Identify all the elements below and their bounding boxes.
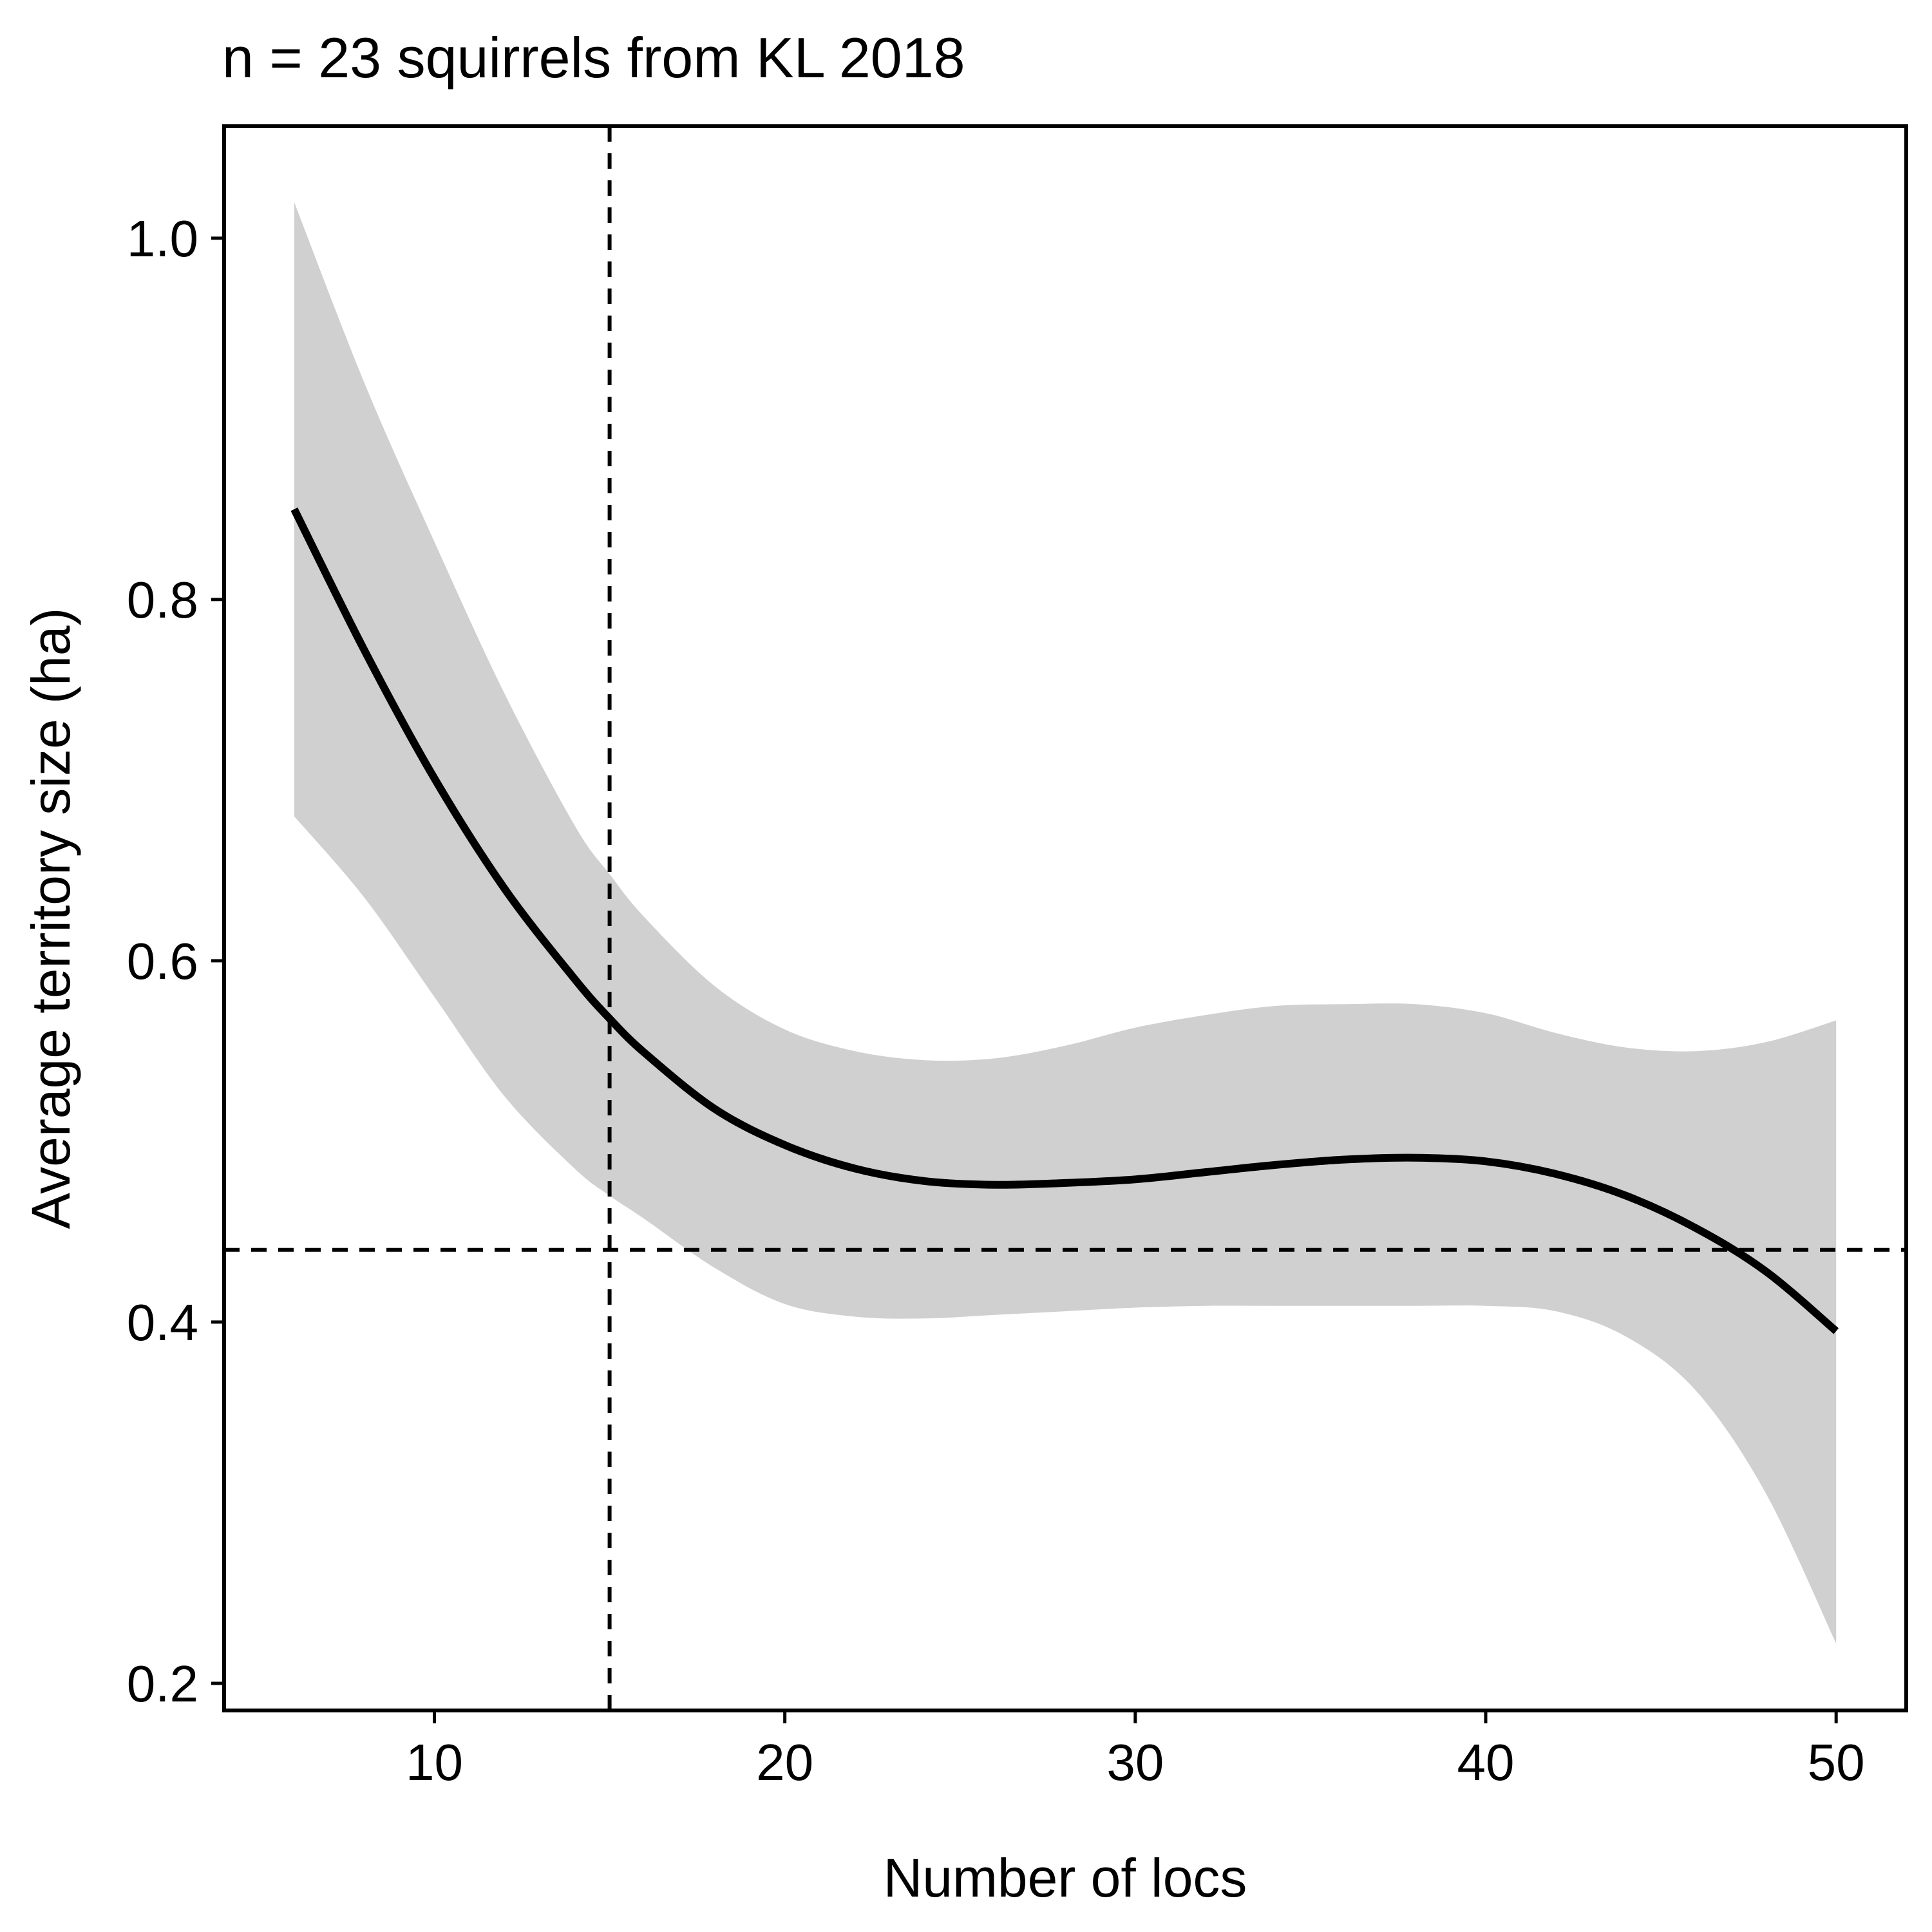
x-tick-label: 30 [1106,1734,1164,1791]
x-tick-label: 10 [406,1734,463,1791]
plot-area [224,126,1906,1710]
x-tick-label: 40 [1457,1734,1515,1791]
chart-title: n = 23 squirrels from KL 2018 [222,26,965,90]
y-tick-label: 0.2 [127,1655,198,1712]
x-axis: 10 20 30 40 50 [406,1710,1865,1791]
x-axis-label: Number of locs [884,1848,1247,1908]
fitted-line [290,507,1839,1334]
y-tick-label: 0.8 [127,571,198,629]
x-tick-label: 50 [1808,1734,1865,1791]
y-tick-label: 1.0 [127,210,198,267]
y-tick-label: 0.6 [127,933,198,990]
y-tick-label: 0.4 [127,1294,198,1351]
confidence-ribbon [294,202,1837,1644]
plot-border [222,124,1908,1712]
x-tick-label: 20 [756,1734,813,1791]
y-axis: 0.2 0.4 0.6 0.8 1.0 [127,210,224,1712]
y-axis-label: Average territory size (ha) [21,608,81,1229]
